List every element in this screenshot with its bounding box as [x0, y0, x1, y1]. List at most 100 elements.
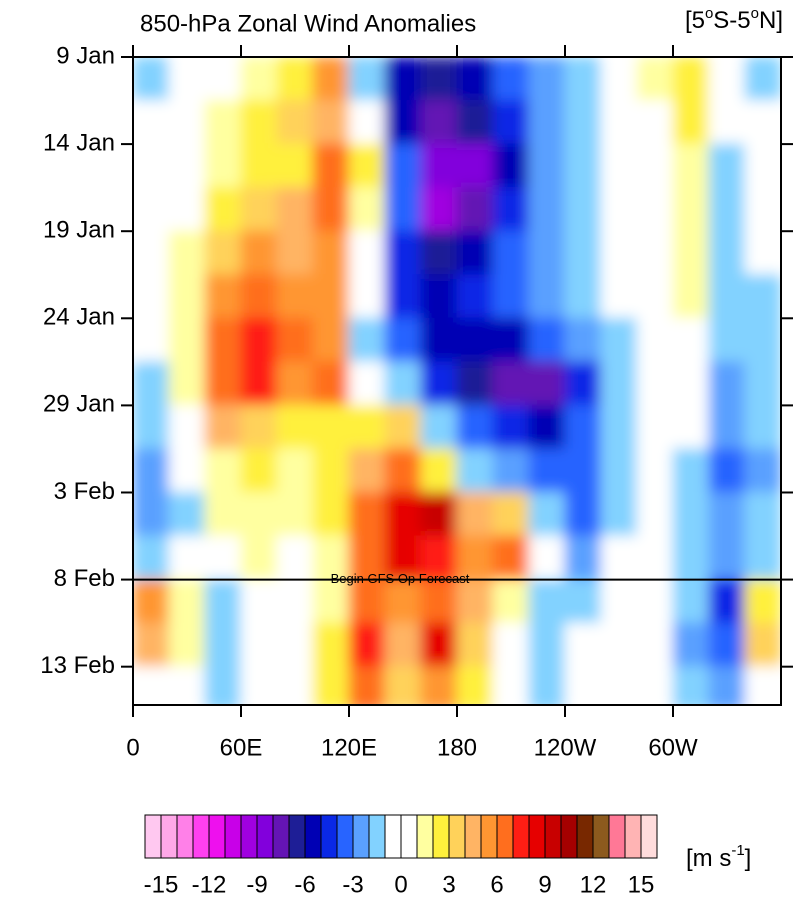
field-cell: [564, 100, 602, 145]
field-cell: [636, 666, 674, 705]
forecast-label: Begin GFS Op Forecast: [331, 571, 470, 586]
field-cell: [420, 666, 458, 705]
field-cell: [528, 361, 566, 406]
field-cell: [600, 361, 638, 406]
field-cell: [348, 143, 386, 189]
field-cell: [456, 230, 494, 276]
field-cell: [492, 491, 530, 537]
field-cell: [276, 491, 314, 537]
field-cell: [708, 230, 746, 276]
field-cell: [168, 622, 206, 668]
field-cell: [312, 448, 350, 493]
field-cell: [204, 491, 242, 537]
field-cell: [204, 57, 242, 102]
field-cell: [456, 143, 494, 189]
field-cell: [672, 100, 710, 145]
colorbar-box: [432, 814, 450, 859]
field-cell: [420, 274, 458, 319]
field-cell: [420, 448, 458, 493]
field-cell: [168, 448, 206, 493]
field-cell: [600, 187, 638, 232]
field-cell: [744, 57, 781, 102]
field-cell: [348, 579, 386, 624]
field-cell: [636, 535, 674, 581]
field-cell: [204, 535, 242, 581]
field-cell: [312, 491, 350, 537]
field-cell: [276, 622, 314, 668]
field-cell: [168, 230, 206, 276]
field-cell: [312, 274, 350, 319]
x-tick-label: 0: [126, 734, 139, 761]
field-cell: [564, 143, 602, 189]
field-cell: [600, 230, 638, 276]
colorbar-box: [272, 814, 290, 859]
field-cell: [384, 404, 422, 450]
field-cell: [168, 535, 206, 581]
field-cell: [420, 100, 458, 145]
field-cell: [384, 274, 422, 319]
field-cell: [312, 535, 350, 581]
field-cell: [636, 491, 674, 537]
colorbar-label: -15: [144, 871, 179, 898]
field-cell: [672, 535, 710, 581]
field-cell: [312, 187, 350, 232]
field-cell: [240, 361, 278, 406]
colorbar-box: [464, 814, 482, 859]
y-tick-label: 24 Jan: [43, 304, 115, 331]
field-cell: [312, 317, 350, 363]
field-cell: [420, 622, 458, 668]
colorbar-box: [576, 814, 594, 859]
field-cell: [312, 230, 350, 276]
field-cell: [168, 143, 206, 189]
field-cell: [133, 448, 170, 493]
field-cell: [456, 274, 494, 319]
field-cell: [168, 666, 206, 705]
field-cell: [384, 361, 422, 406]
field-cell: [744, 579, 781, 624]
field-cell: [492, 317, 530, 363]
field-cell: [348, 57, 386, 102]
field-cell: [276, 57, 314, 102]
region-label: [5oS-5oN]: [685, 5, 783, 34]
field-cell: [672, 448, 710, 493]
field-cell: [672, 666, 710, 705]
field-cell: [348, 666, 386, 705]
field-cell: [744, 317, 781, 363]
field-cell: [636, 57, 674, 102]
field-cell: [420, 404, 458, 450]
y-tick-label: 9 Jan: [56, 42, 115, 69]
field-cell: [133, 57, 170, 102]
field-cell: [564, 57, 602, 102]
field-cell: [204, 317, 242, 363]
field-cell: [276, 317, 314, 363]
field-cell: [708, 579, 746, 624]
field-cell: [672, 622, 710, 668]
field-cell: [492, 579, 530, 624]
field-cell: [636, 187, 674, 232]
colorbar-label: 9: [538, 871, 551, 898]
overlay: 9 Jan 14 Jan 19 Jan 24 Jan 29 Jan 3 Feb 8 Feb 1…: [40, 42, 793, 898]
field-cell: [564, 622, 602, 668]
field-cell: [672, 143, 710, 189]
colorbar-label: -6: [294, 871, 315, 898]
field-cell: [456, 622, 494, 668]
field-cell: [276, 100, 314, 145]
field-cell: [600, 448, 638, 493]
field-cell: [744, 100, 781, 145]
field-cell: [312, 100, 350, 145]
field-cell: [384, 579, 422, 624]
colorbar-label: -9: [246, 871, 267, 898]
field-cell: [420, 57, 458, 102]
field-cell: [240, 404, 278, 450]
field-cell: [636, 361, 674, 406]
field-cell: [384, 491, 422, 537]
field-cell: [240, 274, 278, 319]
field-cell: [133, 491, 170, 537]
colorbar-box: [624, 814, 642, 859]
units-label: [m s-1]: [686, 842, 751, 872]
field-cell: [168, 100, 206, 145]
field-cell: [276, 448, 314, 493]
field-cell: [348, 448, 386, 493]
field-cell: [744, 274, 781, 319]
field-cell: [133, 404, 170, 450]
